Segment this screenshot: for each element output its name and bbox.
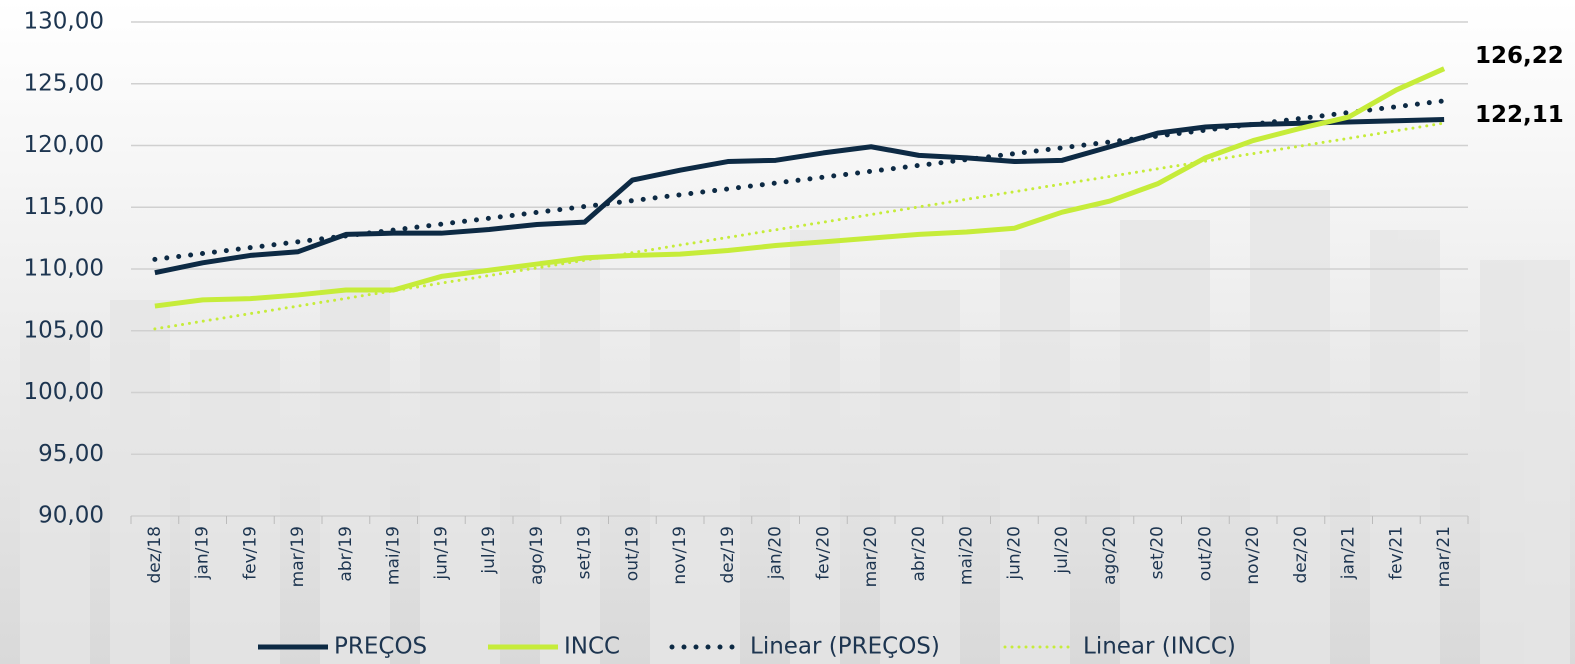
y-tick-label: 110,00 <box>24 256 104 282</box>
legend-label: PREÇOS <box>334 634 427 660</box>
end-label: 126,22 <box>1475 43 1564 69</box>
x-tick-label: jan/20 <box>766 526 786 580</box>
series-line <box>154 116 1445 276</box>
x-tick-label: jul/20 <box>1052 526 1072 575</box>
x-tick-label: ago/20 <box>1100 526 1120 585</box>
x-tick-label: nov/19 <box>670 526 690 585</box>
x-tick-label: jan/19 <box>193 526 213 580</box>
y-tick-label: 95,00 <box>38 441 104 467</box>
y-tick-label: 125,00 <box>24 70 104 96</box>
y-tick-label: 105,00 <box>24 317 104 343</box>
x-tick-label: dez/18 <box>145 526 165 584</box>
x-tick-label: out/19 <box>622 526 642 581</box>
x-tick-label: jun/20 <box>1004 526 1024 581</box>
skyline <box>20 190 1570 664</box>
legend-label: Linear (PREÇOS) <box>750 634 940 660</box>
x-tick-label: mar/21 <box>1434 526 1454 587</box>
x-tick-label: dez/20 <box>1291 526 1311 584</box>
x-tick-label: fev/19 <box>240 526 260 580</box>
x-tick-label: set/19 <box>575 526 595 579</box>
legend-label: INCC <box>564 634 620 660</box>
x-tick-label: nov/20 <box>1243 526 1263 585</box>
trend-line <box>153 121 1446 331</box>
y-tick-label: 100,00 <box>24 379 104 405</box>
y-tick-label: 90,00 <box>38 503 104 529</box>
y-tick-label: 115,00 <box>24 194 104 220</box>
x-tick-label: mai/20 <box>957 526 977 585</box>
legend-label: Linear (INCC) <box>1083 634 1236 660</box>
x-tick-label: fev/20 <box>813 526 833 580</box>
y-tick-label: 130,00 <box>24 9 104 35</box>
x-tick-label: abr/19 <box>336 526 356 582</box>
y-tick-label: 120,00 <box>24 132 104 158</box>
x-tick-label: out/20 <box>1195 526 1215 581</box>
x-tick-label: abr/20 <box>909 526 929 582</box>
x-tick-label: mai/19 <box>384 526 404 585</box>
end-label: 122,11 <box>1475 102 1564 128</box>
x-tick-label: set/20 <box>1148 526 1168 579</box>
x-tick-label: ago/19 <box>527 526 547 585</box>
x-tick-label: jan/21 <box>1339 526 1359 580</box>
x-tick-label: jun/19 <box>431 526 451 581</box>
x-tick-label: dez/19 <box>718 526 738 584</box>
x-tick-label: jul/19 <box>479 526 499 575</box>
x-tick-label: mar/20 <box>861 526 881 587</box>
x-tick-label: mar/19 <box>288 526 308 587</box>
x-tick-label: fev/21 <box>1386 526 1406 580</box>
series-line <box>154 66 1446 309</box>
